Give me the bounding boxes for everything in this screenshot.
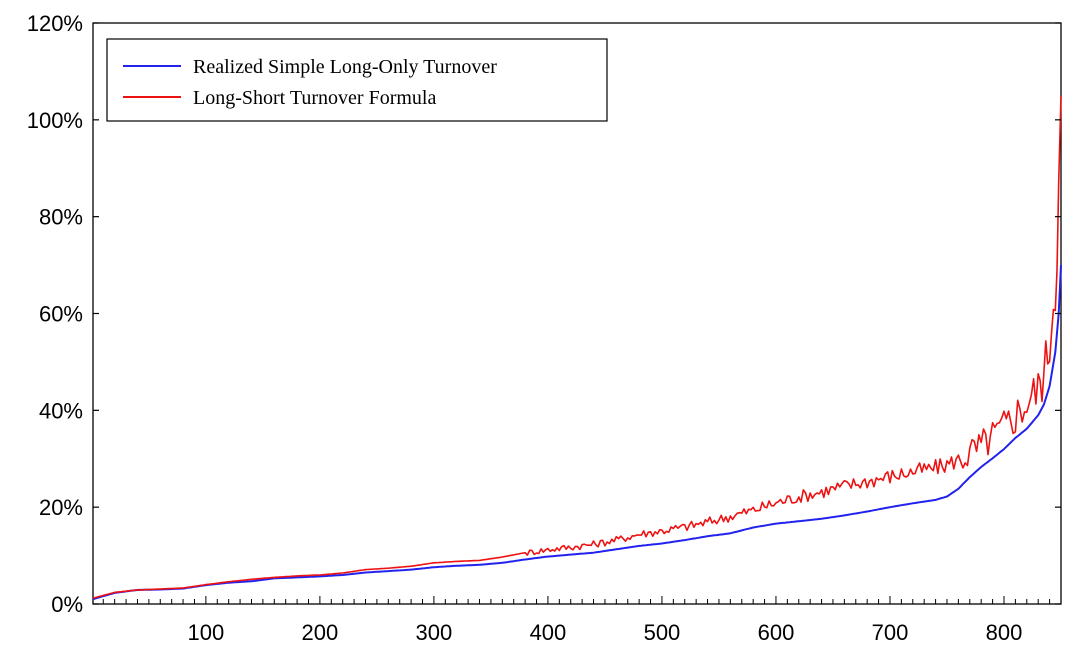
x-tick-label: 800	[986, 620, 1023, 645]
legend-label-long-only: Realized Simple Long-Only Turnover	[193, 56, 497, 78]
x-tick-label: 200	[302, 620, 339, 645]
legend-label-long-short: Long-Short Turnover Formula	[193, 87, 436, 109]
x-tick-label: 400	[530, 620, 567, 645]
y-tick-label: 0%	[51, 592, 83, 617]
y-tick-label: 100%	[27, 108, 83, 133]
y-tick-label: 120%	[27, 11, 83, 36]
x-tick-label: 600	[758, 620, 795, 645]
x-tick-label: 300	[416, 620, 453, 645]
x-tick-label: 100	[188, 620, 225, 645]
legend-box	[106, 38, 608, 122]
x-tick-label: 500	[644, 620, 681, 645]
y-tick-label: 40%	[39, 398, 83, 423]
legend: Realized Simple Long-Only Turnover Long-…	[106, 38, 608, 122]
y-tick-label: 60%	[39, 302, 83, 327]
series-line-long-short	[92, 95, 1062, 599]
y-tick-label: 20%	[39, 495, 83, 520]
series-line-long-only	[92, 265, 1062, 601]
axis-layer: 0% 20% 40% 60% 80% 100% 120% 100 200 300 400 500 600…	[27, 11, 1061, 645]
series-layer	[92, 95, 1062, 601]
y-tick-label: 80%	[39, 205, 83, 230]
x-tick-label: 700	[872, 620, 909, 645]
